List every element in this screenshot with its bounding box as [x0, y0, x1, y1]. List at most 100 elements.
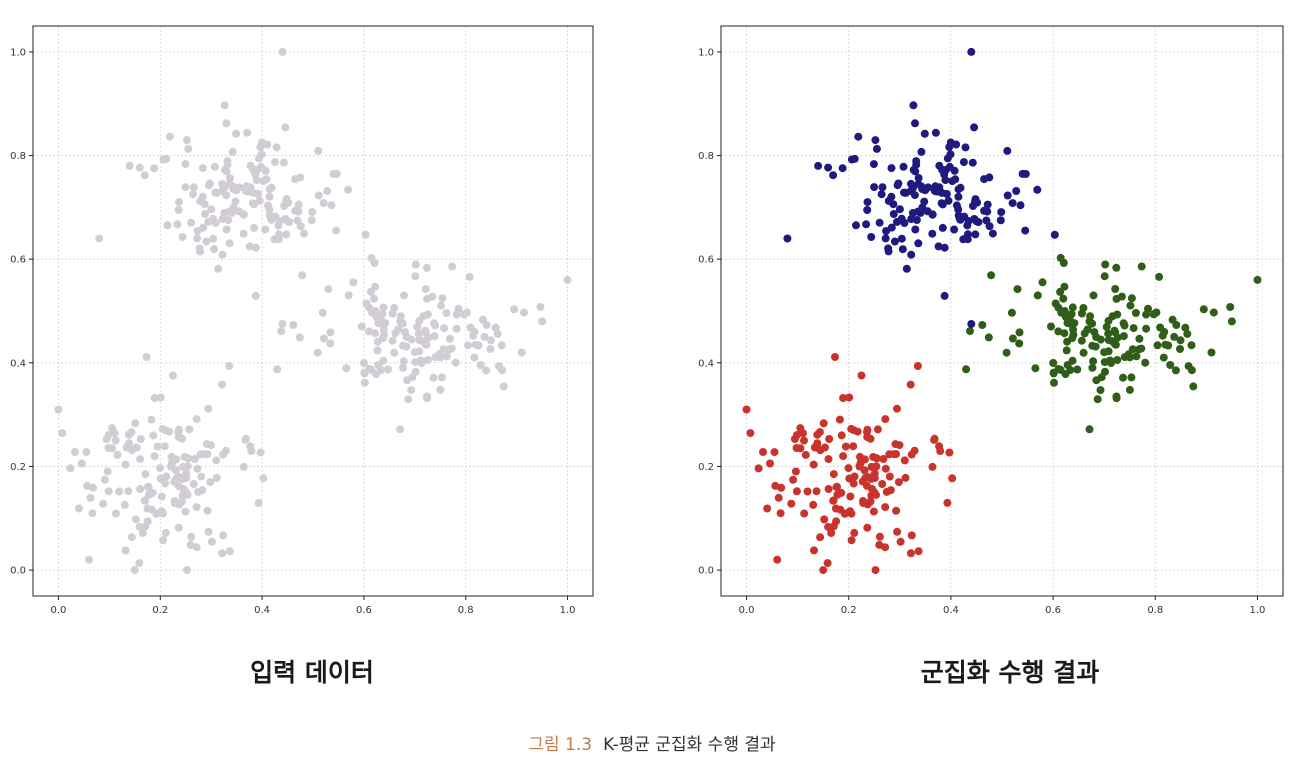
scatter-point — [773, 555, 782, 564]
scatter-point — [421, 285, 430, 293]
scatter-point — [809, 500, 818, 509]
scatter-point — [517, 348, 526, 357]
scatter-point — [812, 487, 821, 496]
scatter-point — [1101, 260, 1110, 269]
scatter-point — [954, 205, 963, 214]
scatter-point — [881, 503, 890, 512]
scatter-point — [228, 147, 237, 156]
scatter-point — [360, 359, 368, 367]
scatter-point — [803, 487, 812, 496]
scatter-point — [907, 531, 916, 540]
scatter-point — [869, 160, 878, 169]
scatter-point — [280, 202, 289, 210]
scatter-point — [199, 223, 208, 232]
scatter-point — [1068, 356, 1077, 365]
x-tick-label: 0.8 — [1147, 605, 1163, 616]
y-tick-label: 0.4 — [10, 358, 26, 369]
scatter-point — [300, 229, 308, 238]
scatter-point — [377, 319, 386, 328]
scatter-point — [1153, 341, 1162, 350]
scatter-point — [914, 547, 923, 556]
scatter-point — [866, 497, 875, 506]
scatter-point — [265, 205, 274, 214]
scatter-point — [938, 223, 947, 232]
scatter-point — [967, 47, 976, 56]
scatter-point — [422, 263, 431, 272]
scatter-point — [294, 207, 303, 216]
scatter-point — [945, 448, 954, 457]
scatter-point — [161, 528, 170, 537]
scatter-point — [273, 365, 282, 374]
scatter-point — [401, 328, 409, 337]
scatter-point — [866, 434, 875, 443]
scatter-point — [963, 221, 972, 230]
scatter-point — [222, 119, 231, 128]
scatter-point — [251, 170, 260, 179]
scatter-point — [174, 523, 183, 532]
scatter-point — [792, 487, 801, 496]
scatter-point — [1141, 358, 1150, 367]
scatter-point — [190, 455, 199, 463]
scatter-point — [1007, 308, 1016, 317]
scatter-point — [800, 436, 808, 445]
scatter-point — [261, 225, 270, 234]
scatter-point — [1016, 201, 1025, 210]
scatter-point — [476, 361, 485, 369]
scatter-point — [159, 536, 168, 545]
scatter-point — [814, 161, 823, 170]
scatter-point — [1127, 294, 1136, 303]
scatter-point — [423, 294, 432, 303]
scatter-point — [956, 183, 965, 192]
scatter-point — [99, 499, 108, 508]
scatter-point — [1079, 348, 1088, 357]
scatter-point — [247, 447, 256, 455]
scatter-point — [870, 488, 879, 497]
scatter-point — [536, 303, 545, 311]
x-tick-label: 0.2 — [152, 605, 168, 616]
scatter-point — [182, 136, 191, 145]
scatter-point — [342, 364, 351, 373]
clustering-result-panel: 0.0 0.2 0.4 0.6 0.8 1.0 0.0 0.2 0.4 0.6 0.8 1.0 — [698, 25, 1284, 616]
scatter-point — [1054, 365, 1063, 373]
scatter-point — [136, 485, 145, 493]
scatter-point — [899, 162, 908, 171]
scatter-point — [963, 235, 972, 244]
scatter-point — [1126, 301, 1135, 310]
scatter-point — [189, 190, 197, 199]
scatter-point — [913, 207, 922, 216]
scatter-point — [917, 147, 926, 156]
y-tick-label: 0.8 — [10, 151, 26, 162]
scatter-point — [365, 327, 374, 336]
scatter-point — [823, 559, 832, 568]
scatter-point — [183, 566, 191, 575]
scatter-point — [198, 192, 207, 201]
scatter-point — [884, 247, 893, 256]
scatter-point — [498, 366, 507, 375]
scatter-point — [1207, 348, 1216, 357]
scatter-point — [931, 128, 940, 137]
scatter-point — [952, 140, 961, 149]
scatter-point — [111, 436, 120, 445]
scatter-point — [212, 456, 221, 465]
scatter-point — [277, 327, 286, 336]
scatter-point — [1164, 341, 1173, 350]
scatter-point — [997, 208, 1006, 217]
scatter-point — [251, 291, 260, 300]
scatter-point — [124, 487, 133, 496]
scatter-point — [218, 250, 227, 259]
scatter-point — [914, 174, 923, 182]
y-tick-label: 1.0 — [10, 47, 26, 58]
scatter-point — [862, 220, 871, 229]
scatter-point — [451, 358, 460, 367]
scatter-point — [948, 474, 957, 483]
scatter-point — [1120, 321, 1129, 330]
scatter-point — [819, 566, 828, 575]
scatter-point — [214, 264, 223, 273]
scatter-point — [282, 195, 291, 204]
scatter-point — [893, 404, 901, 413]
scatter-point — [1085, 425, 1094, 434]
scatter-point — [318, 308, 327, 317]
x-tick-label: 0.6 — [1045, 605, 1061, 616]
scatter-point — [887, 192, 896, 201]
scatter-point — [224, 216, 233, 224]
